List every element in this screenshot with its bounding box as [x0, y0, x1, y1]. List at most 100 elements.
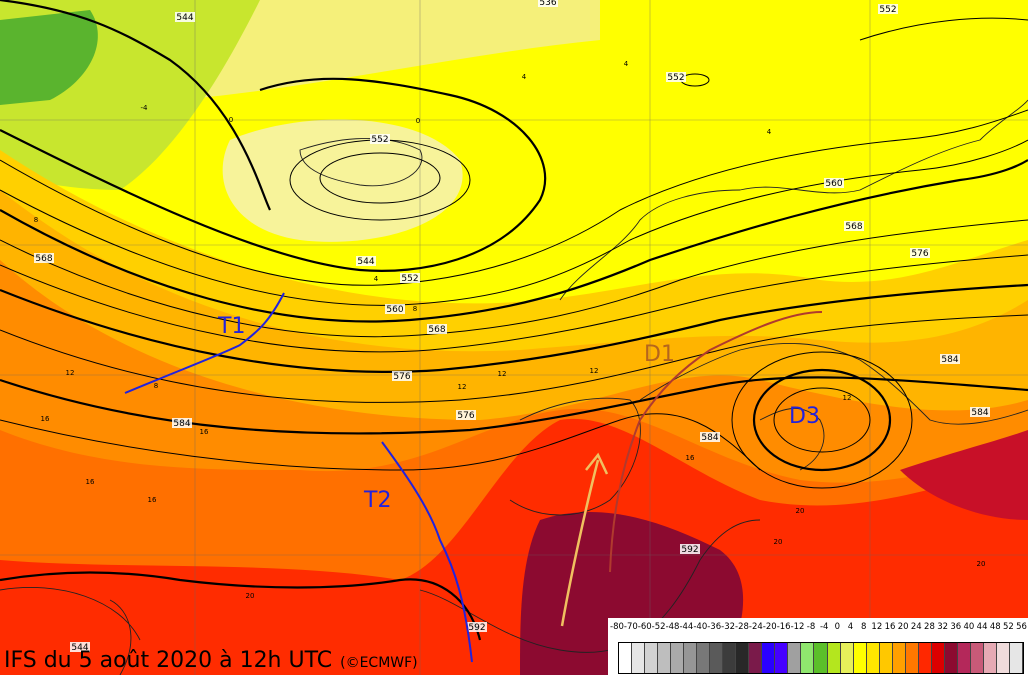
geopotential-label: 568 — [428, 325, 445, 335]
temperature-label: 16 — [86, 478, 95, 486]
legend-label: 36 — [950, 622, 962, 632]
temperature-label: 20 — [796, 507, 805, 515]
trough-t2 — [381, 441, 473, 663]
geopotential-label: 576 — [393, 372, 410, 382]
temperature-label: 12 — [458, 383, 467, 391]
legend-label: -4 — [819, 622, 829, 632]
trough-t2-line — [381, 441, 473, 663]
geopotential-label-bg — [910, 248, 930, 258]
temperature-label: 20 — [246, 592, 255, 600]
legend-label: 0 — [834, 622, 841, 632]
legend-swatch — [970, 643, 984, 673]
legend-swatch — [957, 643, 971, 673]
temperature-label: 16 — [686, 454, 695, 462]
geopotential-label: 592 — [681, 545, 698, 555]
legend-swatch — [801, 643, 815, 673]
temperature-label: 20 — [774, 538, 783, 546]
trough-t1-label: T1 — [217, 314, 245, 339]
geopotential-label-bg — [370, 134, 390, 144]
geopotential-label: 536 — [539, 0, 556, 8]
legend-swatch — [788, 643, 802, 673]
map-title: IFS du 5 août 2020 à 12h UTC (©ECMWF) — [4, 648, 418, 673]
legend-swatch — [1009, 643, 1023, 673]
geopotential-label: 544 — [357, 257, 374, 267]
legend-swatch — [697, 643, 711, 673]
color-legend: -80 -70 -60 -52 -48 -44 -40 -36 -32 -28 -24 -20 -16-… — [608, 618, 1028, 675]
geopotential-label-bg — [427, 324, 447, 334]
geopotential-label: 552 — [879, 5, 896, 15]
temperature-label: 16 — [200, 428, 209, 436]
legend-swatch — [879, 643, 893, 673]
temperature-label: 20 — [977, 560, 986, 568]
legend-label: -48 — [665, 622, 680, 632]
legend-label: -28 — [735, 622, 749, 632]
temperature-label: 4 — [624, 60, 629, 68]
legend-label: 8 — [860, 622, 867, 632]
temperature-label: 4 — [767, 128, 772, 136]
legend-label: -32 — [721, 622, 736, 632]
geopotential-label: 584 — [701, 433, 718, 443]
legend-labels: -80 -70 -60 -52 -48 -44 -40 -36 -32 -28 -24 -20 -16-… — [610, 622, 1028, 632]
geopotential-label-bg — [666, 72, 686, 82]
legend-swatch — [944, 643, 958, 673]
geopotential-label-bg — [940, 354, 960, 364]
geopotential-label: 552 — [667, 73, 684, 83]
temperature-label: 4 — [522, 73, 527, 81]
geopotential-label: 568 — [845, 222, 862, 232]
geopotential-label: 592 — [468, 623, 485, 633]
geopotential-label: 544 — [71, 643, 88, 653]
legend-swatch — [983, 643, 997, 673]
geopotential-label: 552 — [401, 274, 418, 284]
legend-swatch — [905, 643, 919, 673]
legend-swatch — [645, 643, 659, 673]
legend-swatches — [618, 642, 1024, 674]
legend-label: 32 — [937, 622, 949, 632]
legend-label: -8 — [806, 622, 816, 632]
flow-arrow — [560, 452, 609, 627]
geopotential-label-bg — [467, 622, 487, 632]
geopotential-label: 560 — [386, 305, 403, 315]
temperature-label: 0 — [229, 116, 233, 124]
legend-label: -80 — [610, 622, 624, 632]
geopotential-label: 584 — [941, 355, 958, 365]
legend-label: 52 — [1002, 622, 1014, 632]
legend-swatch — [866, 643, 880, 673]
geopotential-label-bg — [385, 304, 405, 314]
legend-label: -60 — [637, 622, 652, 632]
geopotential-label-bg — [680, 544, 700, 554]
legend-label: -44 — [679, 622, 694, 632]
geopotential-contours — [0, 0, 1028, 641]
legend-label: 48 — [989, 622, 1001, 632]
trough-t1 — [124, 292, 285, 394]
geopotential-label-bg — [392, 371, 412, 381]
legend-label: -70 — [623, 622, 638, 632]
legend-swatch — [775, 643, 789, 673]
temperature-label: 4 — [374, 275, 379, 283]
geopotential-label-bg — [970, 407, 990, 417]
ridge-d1 — [609, 311, 823, 573]
legend-swatch — [892, 643, 906, 673]
low-d3-label: D3 — [789, 404, 820, 429]
temperature-label: -4 — [141, 104, 149, 112]
geopotential-label-bg — [34, 253, 54, 263]
legend-swatch — [671, 643, 685, 673]
geopotential-label: 552 — [371, 135, 388, 145]
temperature-label: 16 — [148, 496, 157, 504]
geopotential-label: 544 — [176, 13, 193, 23]
geopotential-label-bg — [824, 178, 844, 188]
geopotential-label-bg — [70, 642, 90, 652]
legend-swatch — [918, 643, 932, 673]
legend-label: 24 — [910, 622, 922, 632]
geopotential-label-bg — [456, 410, 476, 420]
legend-swatch — [736, 643, 750, 673]
legend-swatch — [931, 643, 945, 673]
legend-label: -52 — [651, 622, 666, 632]
temperature-label: 8 — [154, 382, 158, 390]
geopotential-label-bg — [175, 12, 195, 22]
trough-t1-line — [124, 292, 285, 394]
legend-label: -12 — [790, 622, 805, 632]
legend-swatch — [619, 643, 633, 673]
